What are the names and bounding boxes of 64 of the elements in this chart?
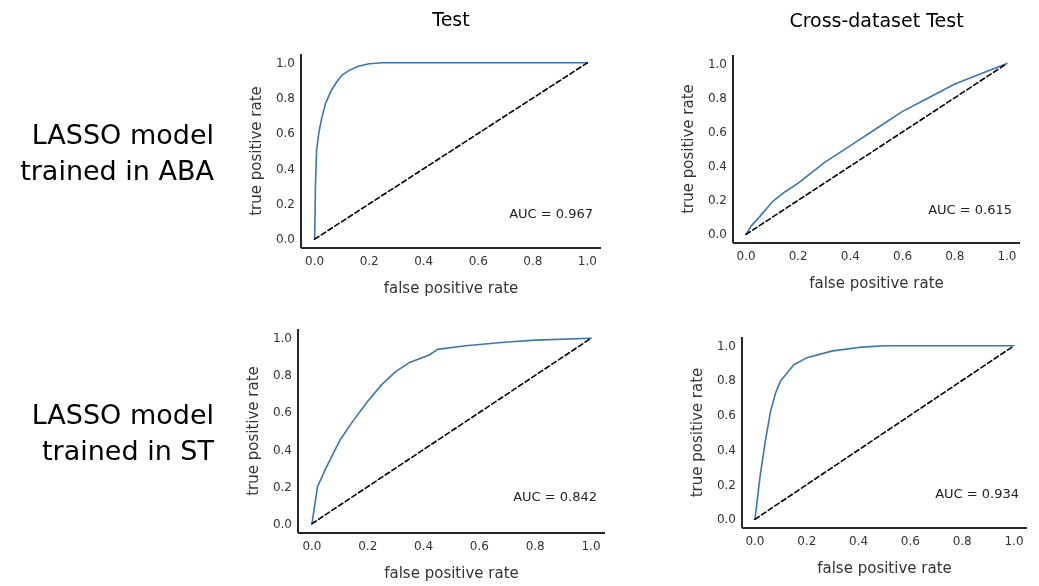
y-tick-label: 1.0 xyxy=(275,55,295,70)
y-tick-label: 0.0 xyxy=(716,512,736,527)
x-tick-label: 0.6 xyxy=(468,254,488,268)
annotation: AUC = 0.615 xyxy=(928,201,1012,217)
x-tick-label: 1.0 xyxy=(577,254,597,268)
x-tick-label: 0.2 xyxy=(359,254,379,268)
y-tick-label: 0.4 xyxy=(272,442,292,457)
x-tick-label: 0.4 xyxy=(849,534,869,548)
y-tick-label: 0.6 xyxy=(272,405,292,420)
y-tick-label: 0.4 xyxy=(707,159,727,174)
x-tick-label: 1.0 xyxy=(1004,534,1024,548)
y-tick-label: 0.8 xyxy=(272,368,292,383)
y-axis-title: true positive rate xyxy=(244,366,262,496)
annotation: AUC = 0.934 xyxy=(935,486,1019,502)
chart-title: Cross-dataset Test xyxy=(789,9,964,31)
x-tick-label: 0.0 xyxy=(305,254,325,268)
y-tick-label: 0.6 xyxy=(707,124,727,139)
y-tick-label: 0.8 xyxy=(707,90,727,105)
x-tick-label: 0.4 xyxy=(414,539,434,553)
y-tick-label: 0.4 xyxy=(716,442,736,457)
y-tick-label: 1.0 xyxy=(716,338,736,353)
x-tick-label: 0.6 xyxy=(893,249,913,263)
y-tick-label: 0.8 xyxy=(275,91,295,106)
x-tick-label: 0.8 xyxy=(952,534,972,548)
x-tick-label: 0.6 xyxy=(900,534,920,548)
y-tick-label: 0.0 xyxy=(275,232,295,247)
x-axis-title: false positive rate xyxy=(817,559,952,577)
y-tick-label: 1.0 xyxy=(272,331,292,346)
y-tick-label: 0.6 xyxy=(716,408,736,423)
x-tick-label: 0.4 xyxy=(414,254,434,268)
y-tick-label: 0.2 xyxy=(272,479,292,494)
x-tick-label: 0.2 xyxy=(788,249,808,263)
x-tick-label: 0.2 xyxy=(358,539,378,553)
x-tick-label: 0.4 xyxy=(840,249,860,263)
y-tick-label: 0.0 xyxy=(272,516,292,531)
x-tick-label: 0.2 xyxy=(797,534,817,548)
x-tick-label: 0.8 xyxy=(523,254,543,268)
y-tick-label: 0.2 xyxy=(275,196,295,211)
annotation: AUC = 0.967 xyxy=(509,206,593,222)
x-axis-title: false positive rate xyxy=(384,564,519,582)
y-tick-label: 0.2 xyxy=(716,477,736,492)
x-tick-label: 1.0 xyxy=(581,539,601,553)
text: LASSO model trained in ABA xyxy=(20,119,215,186)
y-axis-title: true positive rate xyxy=(247,86,265,216)
y-tick-label: 0.6 xyxy=(275,126,295,141)
x-tick-label: 0.0 xyxy=(736,249,756,263)
y-tick-label: 0.2 xyxy=(707,193,727,208)
y-axis-title: true positive rate xyxy=(688,367,706,498)
y-tick-label: 0.0 xyxy=(707,227,727,242)
x-tick-label: 0.0 xyxy=(745,534,765,548)
x-axis-title: false positive rate xyxy=(809,274,944,292)
y-tick-label: 0.4 xyxy=(275,161,295,176)
x-axis-title: false positive rate xyxy=(383,279,519,297)
x-tick-label: 0.6 xyxy=(469,539,489,553)
x-tick-label: 1.0 xyxy=(997,249,1017,263)
text: LASSO model trained in ST xyxy=(31,399,215,466)
y-tick-label: 0.8 xyxy=(716,373,736,388)
x-tick-label: 0.0 xyxy=(302,539,322,553)
chart-title: Test xyxy=(431,8,470,30)
y-tick-label: 1.0 xyxy=(707,56,727,71)
y-axis-title: true positive rate xyxy=(679,84,697,214)
annotation: AUC = 0.842 xyxy=(513,489,597,505)
x-tick-label: 0.8 xyxy=(525,539,545,553)
x-tick-label: 0.8 xyxy=(945,249,965,263)
